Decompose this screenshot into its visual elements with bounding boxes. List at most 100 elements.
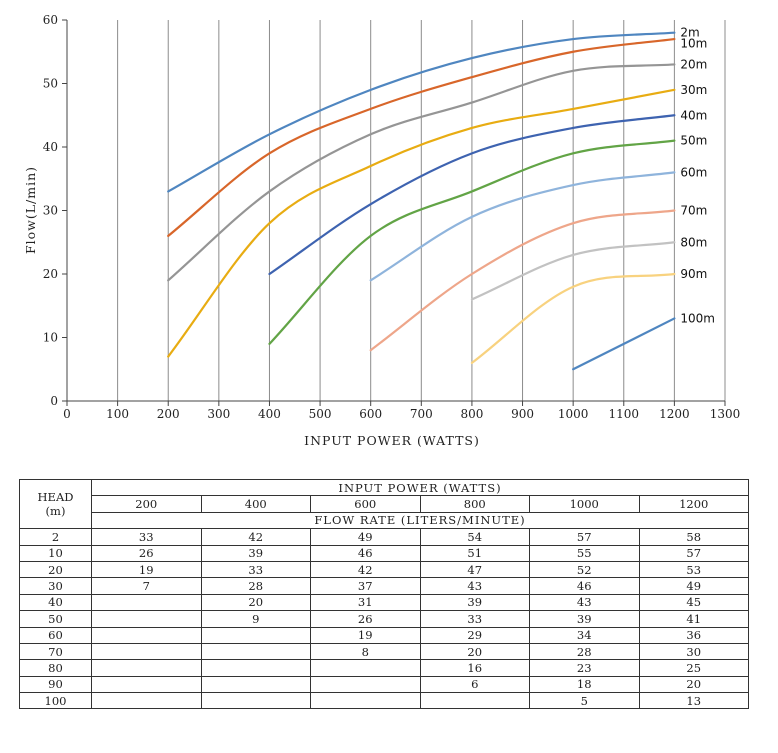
flow-value-cell: 58 [638,528,749,546]
flow-value-cell: 29 [419,626,530,644]
head-value-cell: 70 [19,642,92,661]
power-column-header: 400 [200,495,311,513]
head-value-cell: 100 [19,692,92,710]
power-column-header: 200 [91,495,202,513]
flow-value-cell: 33 [200,560,311,579]
flow-value-cell: 25 [638,659,749,677]
flow-value-cell [200,642,311,661]
head-value-cell: 60 [19,626,92,644]
table-row: 2 33 42 49 54 57 58 [19,528,749,546]
flow-value-cell: 13 [638,692,749,710]
series-label-50m: 50m [680,134,707,148]
flow-value-cell: 33 [91,528,202,546]
head-value-cell: 80 [19,659,92,677]
head-label: HEAD [37,490,74,505]
flow-value-cell [91,675,202,694]
flow-value-cell: 19 [91,560,202,579]
flow-rate-table: HEAD (m) INPUT POWER (WATTS) 200 400 600 80… [19,478,749,710]
x-tick-label: 1100 [608,407,639,421]
table-row: 90 6 18 20 [19,675,749,694]
head-value-cell: 2 [19,528,92,546]
table-row: 60 19 29 34 36 [19,626,749,644]
flow-value-cell: 47 [419,560,530,579]
flow-value-cell: 33 [419,610,530,628]
series-label-10m: 10m [680,37,707,51]
flow-value-cell: 19 [310,626,421,644]
x-tick-label: 1000 [558,407,589,421]
flow-value-cell: 43 [529,593,640,612]
table-header-row: HEAD (m) INPUT POWER (WATTS) [19,478,749,530]
y-tick-label: 40 [43,140,58,154]
flow-value-cell: 6 [419,675,530,694]
series-label-90m: 90m [680,267,707,281]
table-row: 40 20 31 39 43 45 [19,593,749,612]
table-row: 100 5 13 [19,692,749,710]
flow-value-cell [200,675,311,694]
flow-value-cell [310,692,421,710]
table-row: 20 19 33 42 47 52 53 [19,560,749,579]
flow-value-cell: 23 [529,659,640,677]
y-tick-label: 60 [43,13,58,27]
flow-value-cell: 28 [529,642,640,661]
x-tick-label: 800 [460,407,483,421]
flow-value-cell: 39 [529,610,640,628]
flow-value-cell: 55 [529,544,640,562]
x-tick-label: 500 [309,407,332,421]
flow-value-cell: 52 [529,560,640,579]
x-tick-label: 0 [63,407,71,421]
series-line-2m [167,31,676,193]
series-line-10m [167,37,676,237]
y-axis-title: Flow(L/min) [23,166,38,254]
series-label-40m: 40m [680,108,707,122]
x-tick-label: 600 [359,407,382,421]
flow-value-cell [200,659,311,677]
flow-value-cell [91,642,202,661]
flow-value-cell: 43 [419,577,530,595]
series-line-50m [268,139,676,345]
flow-value-cell: 16 [419,659,530,677]
table-body: 2 33 42 49 54 57 58 10 26 39 46 51 55 57 20 19 33 42 47 52 5… [19,528,749,710]
series-label-60m: 60m [680,165,707,179]
table-row: 50 9 26 33 39 41 [19,610,749,628]
flow-value-cell: 49 [310,528,421,546]
flow-value-cell: 8 [310,642,421,661]
y-tick-label: 20 [43,267,58,281]
flow-value-cell: 18 [529,675,640,694]
x-axis-title: INPUT POWER (WATTS) [304,433,480,448]
table-row: 10 26 39 46 51 55 57 [19,544,749,562]
flow-value-cell: 36 [638,626,749,644]
series-line-30m [167,88,676,358]
tick-labels: 0 100 200 300 400 500 600 700 800 900 1000 1100 1200… [43,13,741,421]
flow-value-cell [91,626,202,644]
power-columns-row: 200 400 600 800 1000 1200 [20,495,749,513]
head-unit-label: (m) [45,504,66,519]
flow-value-cell: 54 [419,528,530,546]
table-row: 70 8 20 28 30 [19,642,749,661]
flow-value-cell: 20 [419,642,530,661]
flow-value-cell: 57 [529,528,640,546]
head-value-cell: 90 [19,675,92,694]
series-line-60m [369,171,676,282]
axes [62,19,726,406]
table-row: 30 7 28 37 43 46 49 [19,577,749,595]
flow-value-cell: 39 [419,593,530,612]
flow-value-cell: 26 [310,610,421,628]
head-value-cell: 30 [19,577,92,595]
flow-value-cell: 34 [529,626,640,644]
flow-value-cell: 49 [638,577,749,595]
head-column-header: HEAD (m) [19,478,92,530]
input-power-header: INPUT POWER (WATTS) [91,478,749,497]
power-column-header: 1000 [529,495,640,513]
flow-value-cell [200,626,311,644]
x-tick-label: 200 [157,407,180,421]
series-label-80m: 80m [680,235,707,249]
flow-value-cell: 30 [638,642,749,661]
flow-value-cell: 20 [200,593,311,612]
flow-value-cell [310,675,421,694]
table-row: 80 16 23 25 [19,659,749,677]
series-line-70m [369,209,676,352]
series-label-2m: 2m [680,26,699,40]
flow-rate-header: FLOW RATE (LITERS/MINUTE) [91,511,749,530]
x-tick-label: 1300 [710,407,741,421]
